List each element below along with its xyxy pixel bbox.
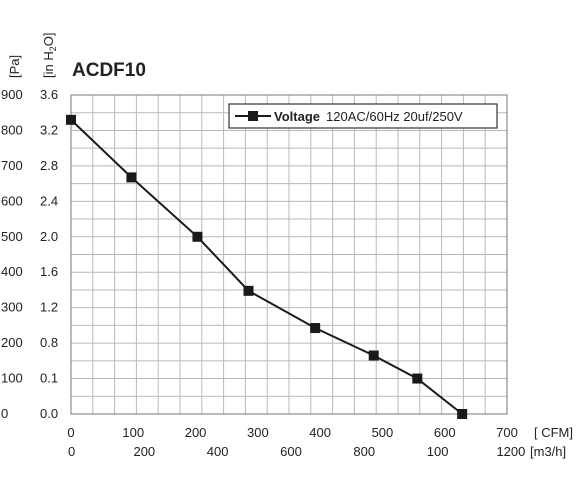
- m3h-tick-label: 800: [353, 444, 375, 459]
- pa-tick-label: 900: [1, 87, 23, 102]
- m3h-tick-label: 0: [68, 444, 75, 459]
- pa-tick-label: 400: [1, 264, 23, 279]
- m3h-tick-label: 200: [133, 444, 155, 459]
- m3h-tick-label: 600: [280, 444, 302, 459]
- inh2o-tick-label: 0.1: [40, 371, 58, 386]
- inh2o-tick-label: 2.8: [40, 158, 58, 173]
- pa-tick-label: 600: [1, 193, 23, 208]
- pa-tick-label: 200: [1, 335, 23, 350]
- grid: [71, 95, 507, 414]
- series-layer: [66, 114, 468, 419]
- cfm-tick-label: 0: [67, 425, 74, 440]
- plot-frame: [70, 94, 508, 415]
- data-point-marker: [243, 285, 254, 296]
- series-line: [70, 119, 463, 415]
- cfm-tick-label: 300: [247, 425, 269, 440]
- data-point-marker: [412, 373, 423, 384]
- legend-label: Voltage 120AC/60Hz 20uf/250V: [274, 109, 463, 124]
- m3h-unit-label: [m3/h]: [530, 444, 566, 459]
- cfm-tick-label: 400: [309, 425, 331, 440]
- pa-unit-label: [Pa]: [7, 55, 22, 78]
- pa-tick-label: 100: [1, 371, 23, 386]
- cfm-tick-label: 100: [122, 425, 144, 440]
- chart-title: ACDF10: [72, 60, 146, 81]
- cfm-unit-label: [ CFM]: [534, 425, 573, 440]
- inh2o-tick-label: 1.2: [40, 300, 58, 315]
- m3h-tick-label: 100: [427, 444, 449, 459]
- data-point-marker: [66, 114, 76, 125]
- data-point-marker: [368, 350, 379, 361]
- inh2o-tick-label: 0.0: [40, 406, 58, 421]
- data-point-marker: [457, 409, 468, 419]
- cfm-tick-label: 700: [496, 425, 518, 440]
- inh2o-tick-label: 1.6: [40, 264, 58, 279]
- m3h-tick-label: 400: [207, 444, 229, 459]
- legend: Voltage 120AC/60Hz 20uf/250V: [228, 103, 498, 129]
- pa-tick-label: 0: [1, 406, 8, 421]
- m3h-tick-label: 1200: [496, 444, 525, 459]
- data-point-marker: [310, 323, 321, 334]
- cfm-tick-label: 500: [372, 425, 394, 440]
- inh2o-tick-label: 2.4: [40, 193, 58, 208]
- inh2o-tick-label: 3.6: [40, 87, 58, 102]
- pa-tick-label: 500: [1, 229, 23, 244]
- legend-marker: [248, 111, 258, 121]
- inh2o-unit-label: [in H2O]: [41, 33, 58, 78]
- pa-tick-label: 800: [1, 122, 23, 137]
- pa-tick-label: 700: [1, 158, 23, 173]
- cfm-tick-label: 200: [185, 425, 207, 440]
- inh2o-tick-label: 0.8: [40, 335, 58, 350]
- legend-box: [228, 103, 498, 129]
- inh2o-tick-label: 2.0: [40, 229, 58, 244]
- cfm-tick-label: 600: [434, 425, 456, 440]
- tick-labels: 900 800 700 600 500 400 300 200 100 0 3.6 3.2 2.8 2.4…: [1, 87, 525, 459]
- data-point-marker: [126, 172, 137, 183]
- pa-tick-label: 300: [1, 300, 23, 315]
- inh2o-tick-label: 3.2: [40, 122, 58, 137]
- data-point-marker: [192, 231, 203, 242]
